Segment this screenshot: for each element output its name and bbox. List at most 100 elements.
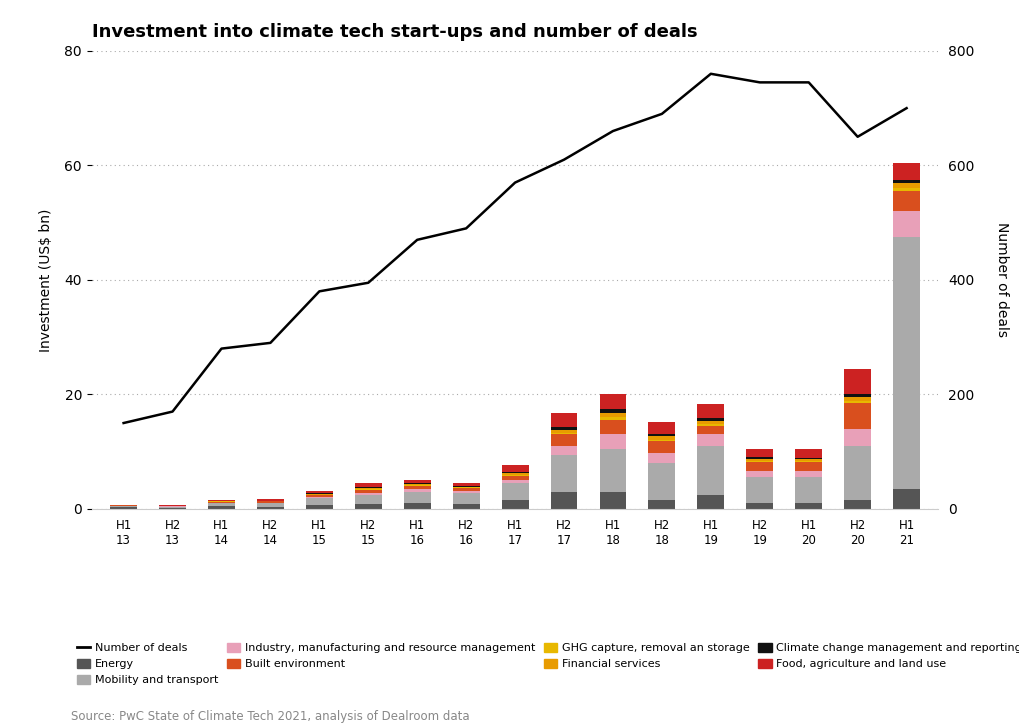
Bar [306, 491, 332, 494]
Bar [893, 188, 919, 191]
Bar [795, 503, 821, 509]
Bar [795, 478, 821, 503]
Bar [795, 459, 821, 461]
Bar [355, 489, 381, 490]
Bar [648, 422, 675, 434]
Bar [550, 435, 577, 446]
Bar [452, 491, 479, 494]
Bar [746, 461, 772, 462]
Bar [257, 507, 283, 509]
Bar [893, 191, 919, 211]
Bar [795, 461, 821, 462]
Bar [648, 434, 675, 436]
Bar [844, 369, 870, 394]
Bar [550, 491, 577, 509]
Bar [599, 394, 626, 409]
Bar [404, 480, 430, 483]
Bar [697, 404, 723, 419]
Bar [746, 457, 772, 459]
Bar [355, 490, 381, 493]
Bar [599, 435, 626, 449]
Bar [355, 495, 381, 504]
Bar [257, 499, 283, 501]
Bar [404, 503, 430, 509]
Bar [648, 453, 675, 463]
Bar [355, 504, 381, 509]
Bar [746, 470, 772, 478]
Bar [893, 180, 919, 182]
Bar [697, 426, 723, 435]
Bar [893, 489, 919, 509]
Bar [550, 413, 577, 427]
Bar [893, 163, 919, 180]
Bar [844, 401, 870, 403]
Bar [844, 429, 870, 446]
Bar [697, 424, 723, 426]
Bar [404, 484, 430, 485]
Legend: Number of deals, Energy, Mobility and transport, Industry, manufacturing and res: Number of deals, Energy, Mobility and tr… [76, 643, 1019, 685]
Bar [648, 441, 675, 453]
Bar [452, 494, 479, 504]
Bar [599, 409, 626, 413]
Bar [697, 494, 723, 509]
Bar [893, 237, 919, 489]
Bar [404, 483, 430, 484]
Bar [697, 446, 723, 494]
Bar [208, 506, 234, 509]
Bar [844, 446, 870, 500]
Bar [893, 182, 919, 188]
Bar [697, 419, 723, 422]
Bar [501, 475, 528, 481]
Bar [404, 485, 430, 486]
Bar [404, 491, 430, 503]
Bar [795, 462, 821, 470]
Bar [501, 472, 528, 473]
Bar [648, 436, 675, 440]
Bar [452, 486, 479, 487]
Bar [746, 478, 772, 503]
Text: Investment into climate tech start-ups and number of deals: Investment into climate tech start-ups a… [92, 23, 697, 41]
Bar [599, 491, 626, 509]
Bar [746, 503, 772, 509]
Bar [599, 413, 626, 417]
Bar [550, 454, 577, 491]
Bar [110, 507, 137, 509]
Bar [501, 465, 528, 472]
Bar [844, 500, 870, 509]
Bar [648, 440, 675, 441]
Bar [746, 462, 772, 470]
Bar [746, 449, 772, 457]
Bar [306, 497, 332, 498]
Bar [795, 449, 821, 458]
Bar [306, 495, 332, 497]
Bar [550, 433, 577, 435]
Y-axis label: Investment (US$ bn): Investment (US$ bn) [40, 208, 53, 352]
Bar [599, 417, 626, 420]
Bar [110, 506, 137, 507]
Bar [697, 422, 723, 424]
Bar [355, 487, 381, 488]
Bar [159, 507, 185, 509]
Bar [795, 458, 821, 459]
Text: Source: PwC State of Climate Tech 2021, analysis of Dealroom data: Source: PwC State of Climate Tech 2021, … [71, 710, 470, 723]
Y-axis label: Number of deals: Number of deals [995, 222, 1009, 337]
Bar [501, 483, 528, 500]
Bar [697, 435, 723, 446]
Bar [501, 481, 528, 483]
Bar [844, 403, 870, 429]
Bar [306, 505, 332, 509]
Bar [550, 430, 577, 433]
Bar [452, 489, 479, 491]
Bar [306, 498, 332, 505]
Bar [599, 420, 626, 435]
Bar [208, 500, 234, 501]
Bar [208, 503, 234, 506]
Bar [452, 487, 479, 489]
Bar [355, 488, 381, 489]
Bar [452, 483, 479, 486]
Bar [795, 470, 821, 478]
Bar [648, 463, 675, 500]
Bar [844, 397, 870, 401]
Bar [550, 446, 577, 454]
Bar [550, 427, 577, 430]
